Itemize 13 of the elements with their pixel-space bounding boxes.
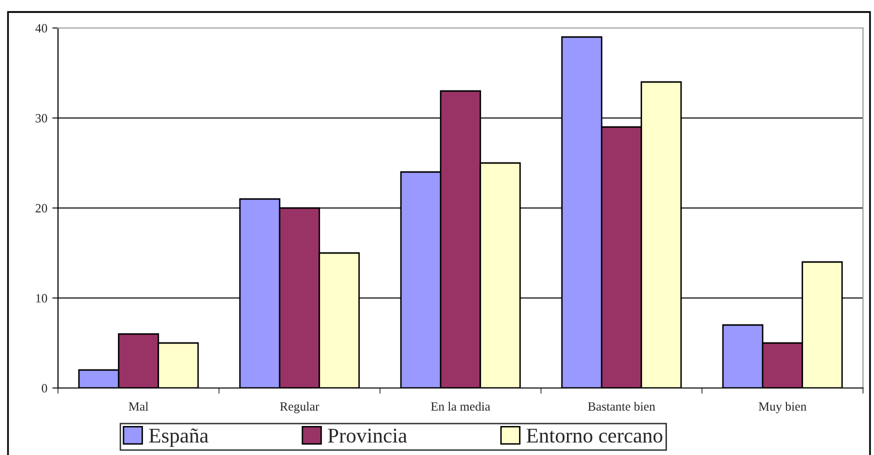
x-tick-label: Bastante bien (588, 402, 656, 411)
legend-label: Provincia (328, 428, 407, 443)
y-tick-label: 10 (36, 294, 48, 302)
x-tick-label: Regular (280, 402, 320, 414)
legend-label: España (149, 428, 208, 447)
x-tick-label: Mal (128, 402, 148, 411)
y-tick-label: 30 (36, 114, 48, 122)
x-tick-label: Muy bien (758, 402, 806, 414)
x-tick-label: En la media (431, 402, 490, 411)
legend-label: Entorno cercano (526, 428, 662, 443)
y-tick-label: 40 (35, 24, 48, 32)
y-tick-label: 0 (42, 384, 48, 392)
y-tick-label: 20 (36, 204, 48, 212)
